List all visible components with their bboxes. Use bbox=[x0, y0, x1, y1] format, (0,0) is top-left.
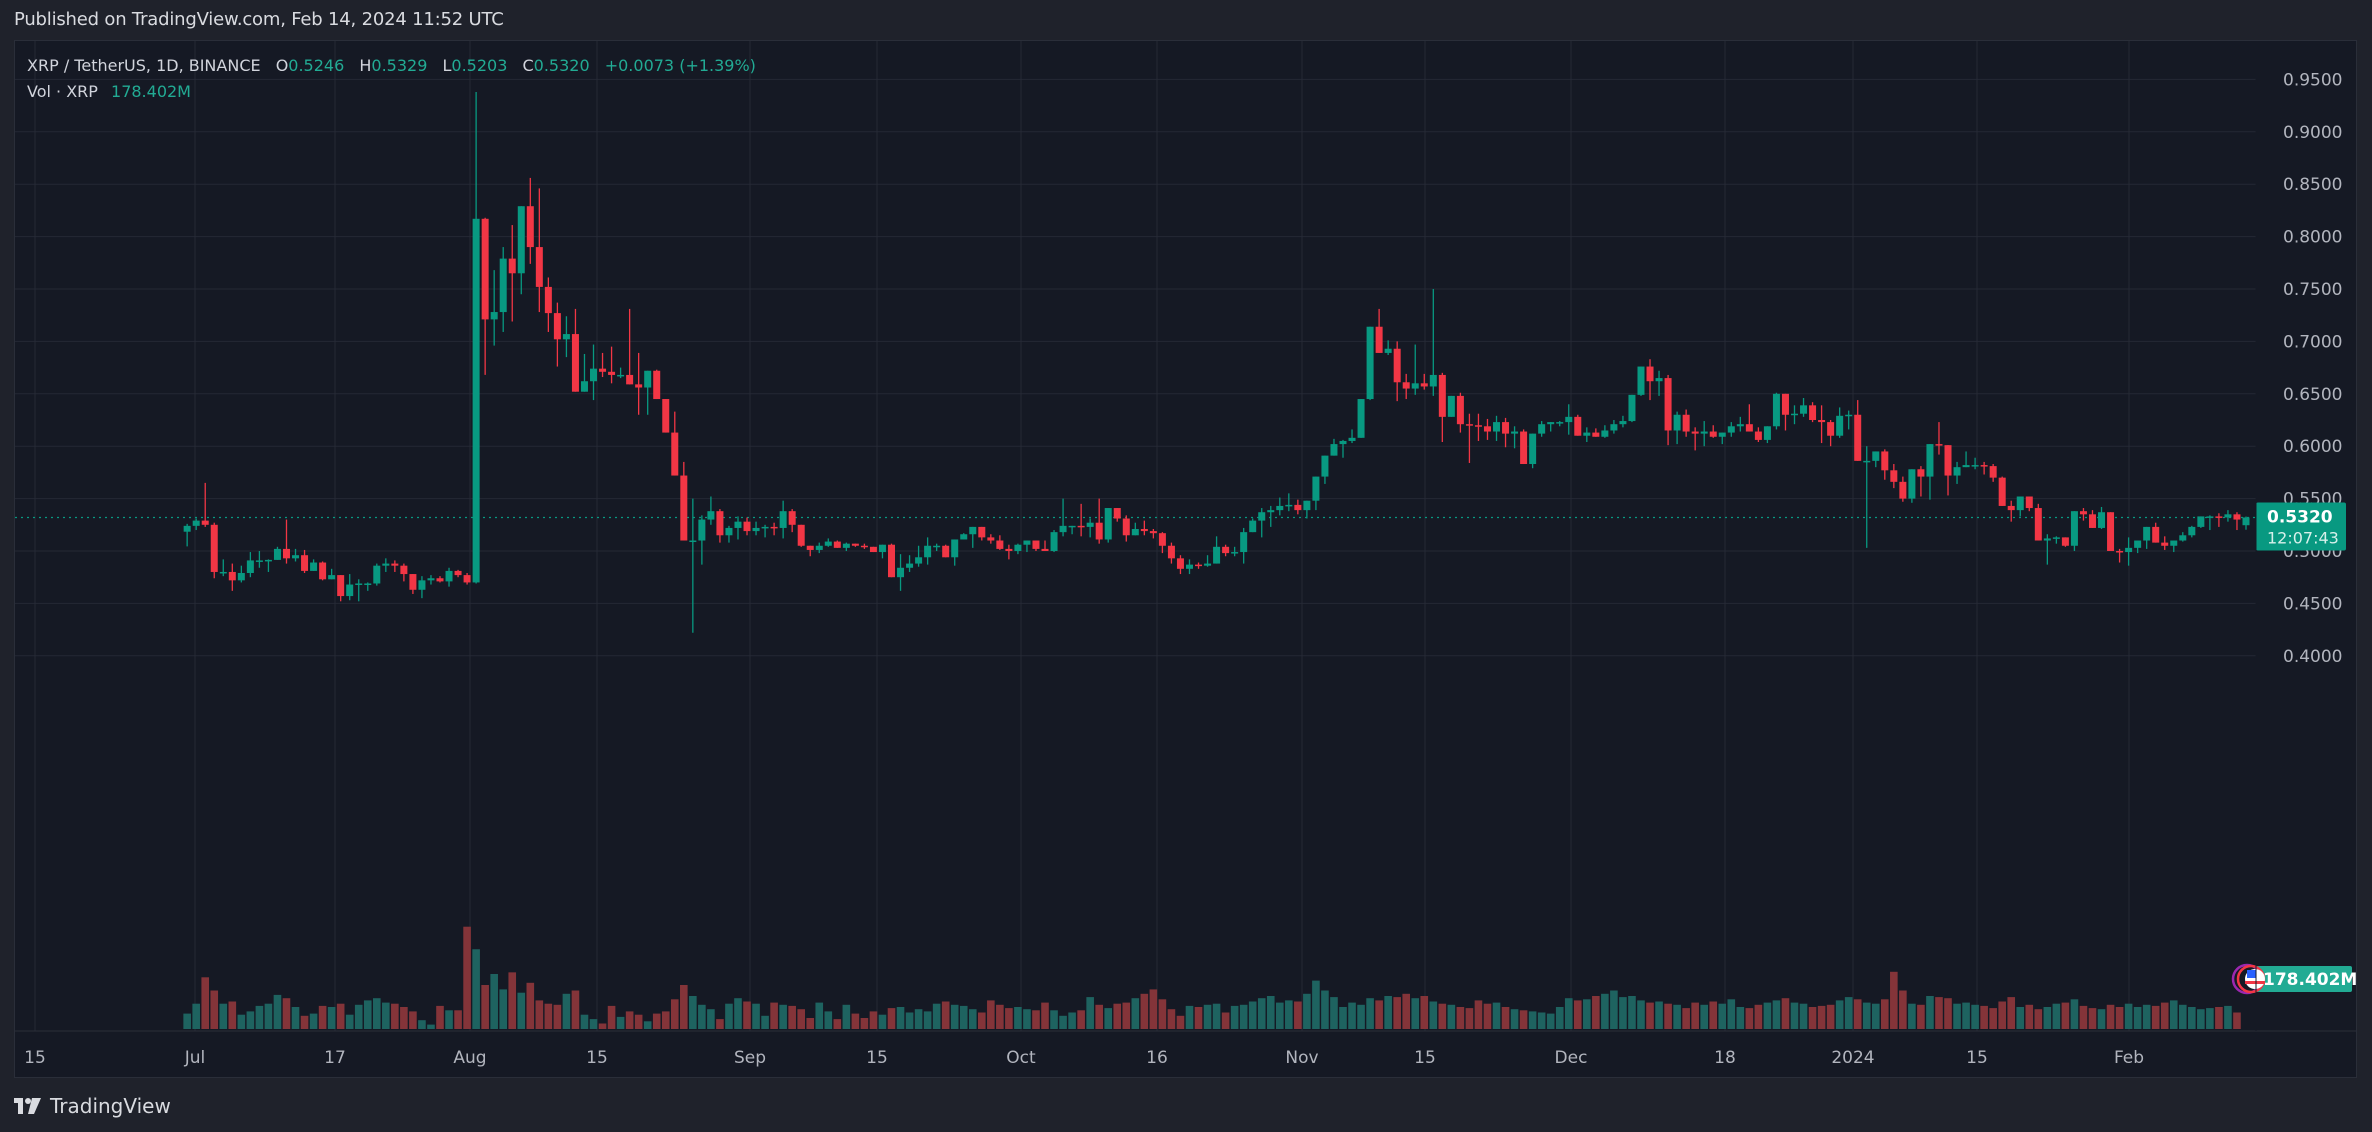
last-price-badge bbox=[2256, 502, 2346, 551]
price-tick: 0.4500 bbox=[2283, 594, 2342, 614]
ohlc-legend-row: XRP / TetherUS, 1D, BINANCE O0.5246 H0.5… bbox=[27, 56, 756, 75]
volume-legend-row: Vol · XRP 178.402M bbox=[27, 79, 756, 105]
symbol-title[interactable]: XRP / TetherUS, 1D, BINANCE bbox=[27, 56, 261, 75]
last-price-text: 0.5320 bbox=[2267, 507, 2333, 527]
time-tick: 17 bbox=[324, 1048, 346, 1068]
time-tick: 15 bbox=[24, 1048, 46, 1068]
chart-legend: XRP / TetherUS, 1D, BINANCE O0.5246 H0.5… bbox=[27, 53, 756, 105]
published-timestamp: Published on TradingView.com, Feb 14, 20… bbox=[14, 9, 504, 30]
time-tick: 2024 bbox=[1831, 1048, 1874, 1068]
us-flag-event-icon[interactable] bbox=[2231, 963, 2266, 995]
bar-countdown: 12:07:43 bbox=[2267, 528, 2339, 547]
chart-frame[interactable]: 1.00000.95000.90000.85000.80000.75000.70… bbox=[14, 40, 2357, 1078]
time-tick: 16 bbox=[1146, 1048, 1168, 1068]
time-tick: 15 bbox=[586, 1048, 608, 1068]
time-tick: Sep bbox=[734, 1048, 766, 1068]
time-tick: 18 bbox=[1714, 1048, 1736, 1068]
time-tick: 15 bbox=[1414, 1048, 1436, 1068]
price-tick: 0.6000 bbox=[2283, 437, 2342, 457]
price-tick: 0.8500 bbox=[2283, 175, 2342, 195]
price-tick: 0.9000 bbox=[2283, 123, 2342, 143]
volume-badge-text: 178.402M bbox=[2263, 970, 2357, 990]
volume-label[interactable]: Vol · XRP bbox=[27, 82, 98, 101]
volume-badge bbox=[2256, 966, 2352, 992]
time-tick: Feb bbox=[2114, 1048, 2144, 1068]
tradingview-logo[interactable]: TradingView bbox=[14, 1094, 171, 1118]
volume-value: 178.402M bbox=[111, 82, 191, 101]
price-tick: 0.4000 bbox=[2283, 647, 2342, 667]
candles bbox=[183, 91, 2250, 633]
time-tick: Dec bbox=[1555, 1048, 1588, 1068]
high-value: 0.5329 bbox=[371, 56, 428, 75]
close-value: 0.5320 bbox=[533, 56, 590, 75]
tradingview-logo-icon bbox=[14, 1098, 41, 1114]
price-tick: 0.6500 bbox=[2283, 385, 2342, 405]
change-value: +0.0073 (+1.39%) bbox=[604, 56, 756, 75]
low-value: 0.5203 bbox=[451, 56, 508, 75]
time-tick: Nov bbox=[1285, 1048, 1318, 1068]
time-tick: 15 bbox=[866, 1048, 888, 1068]
price-tick: 0.7000 bbox=[2283, 332, 2342, 352]
candlestick-chart[interactable]: 1.00000.95000.90000.85000.80000.75000.70… bbox=[15, 41, 2357, 1078]
price-tick: 0.7500 bbox=[2283, 280, 2342, 300]
time-tick: Oct bbox=[1006, 1048, 1036, 1068]
open-value: 0.5246 bbox=[288, 56, 345, 75]
time-tick: Aug bbox=[453, 1048, 486, 1068]
price-tick: 0.8000 bbox=[2283, 228, 2342, 248]
tradingview-brand: TradingView bbox=[50, 1094, 171, 1118]
time-tick: 15 bbox=[1966, 1048, 1988, 1068]
volume-bars bbox=[183, 926, 2241, 1029]
time-tick: Jul bbox=[184, 1048, 206, 1068]
price-tick: 0.9500 bbox=[2283, 70, 2342, 90]
